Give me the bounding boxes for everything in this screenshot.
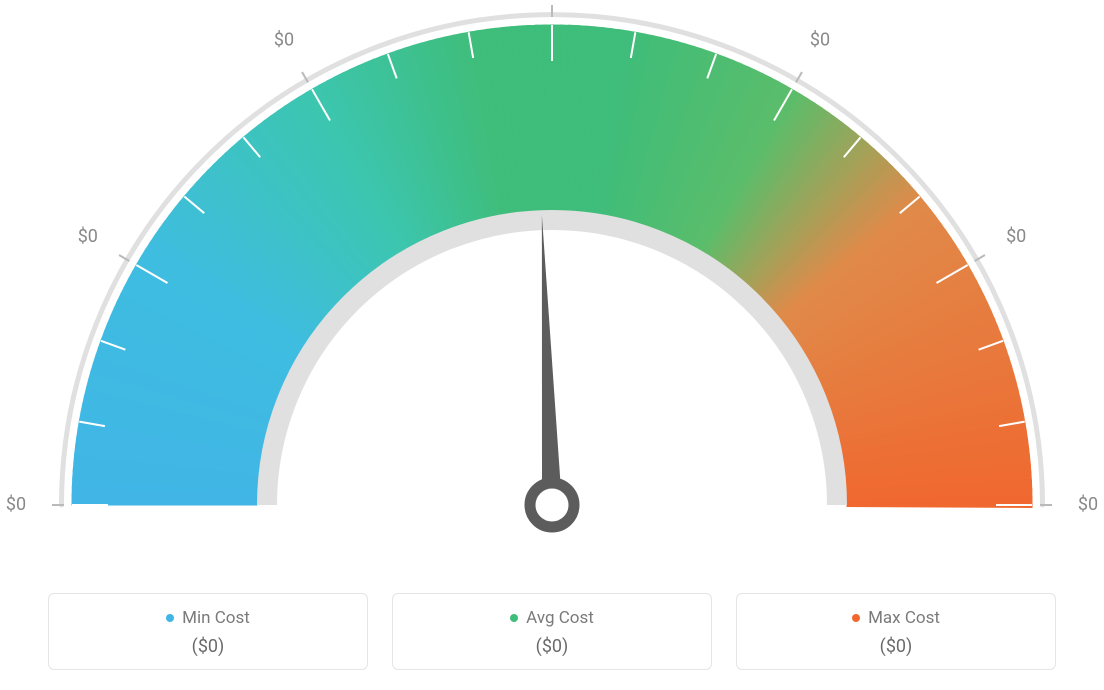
gauge-chart: $0$0$0$0$0$0$0 — [0, 0, 1104, 560]
svg-text:$0: $0 — [810, 30, 830, 51]
legend-label-line: Avg Cost — [411, 608, 693, 628]
legend-label-line: Max Cost — [755, 608, 1037, 628]
legend-label-line: Min Cost — [67, 608, 349, 628]
legend-label: Avg Cost — [526, 608, 594, 628]
svg-text:$0: $0 — [1078, 494, 1098, 515]
legend-card-min: Min Cost ($0) — [48, 593, 368, 670]
svg-text:$0: $0 — [78, 226, 98, 247]
legend-value: ($0) — [411, 636, 693, 657]
svg-text:$0: $0 — [6, 494, 26, 515]
dot-icon — [852, 614, 860, 622]
legend-value: ($0) — [755, 636, 1037, 657]
legend-value: ($0) — [67, 636, 349, 657]
legend-card-max: Max Cost ($0) — [736, 593, 1056, 670]
dot-icon — [510, 614, 518, 622]
legend-label: Max Cost — [868, 608, 940, 628]
legend-row: Min Cost ($0) Avg Cost ($0) Max Cost ($0… — [0, 593, 1104, 670]
gauge-svg: $0$0$0$0$0$0$0 — [0, 0, 1104, 560]
svg-text:$0: $0 — [1006, 226, 1026, 247]
svg-text:$0: $0 — [274, 30, 294, 51]
legend-card-avg: Avg Cost ($0) — [392, 593, 712, 670]
dot-icon — [166, 614, 174, 622]
legend-label: Min Cost — [182, 608, 250, 628]
